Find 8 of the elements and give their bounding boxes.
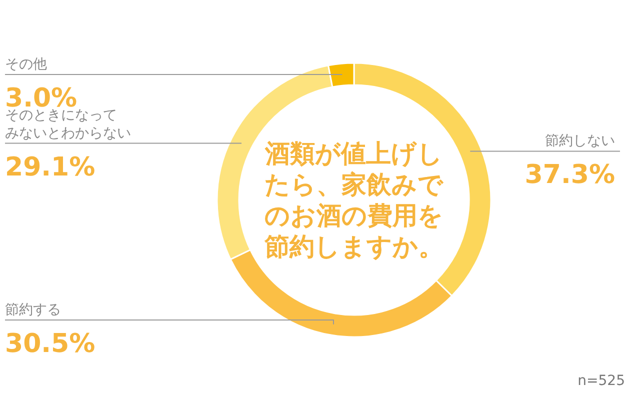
slice-label: その他 [5, 56, 47, 73]
slice-label: 節約しない [545, 133, 615, 150]
title: 酒類が値上げしたら、家飲みでのお酒の費用を節約しますか。 [264, 138, 444, 264]
slice-label: 節約する [5, 302, 61, 318]
annotation: n=525 [578, 373, 625, 389]
data-label: 37.3% [524, 160, 615, 190]
data-label: 29.1% [5, 152, 96, 182]
data-label: 30.5% [5, 329, 96, 359]
